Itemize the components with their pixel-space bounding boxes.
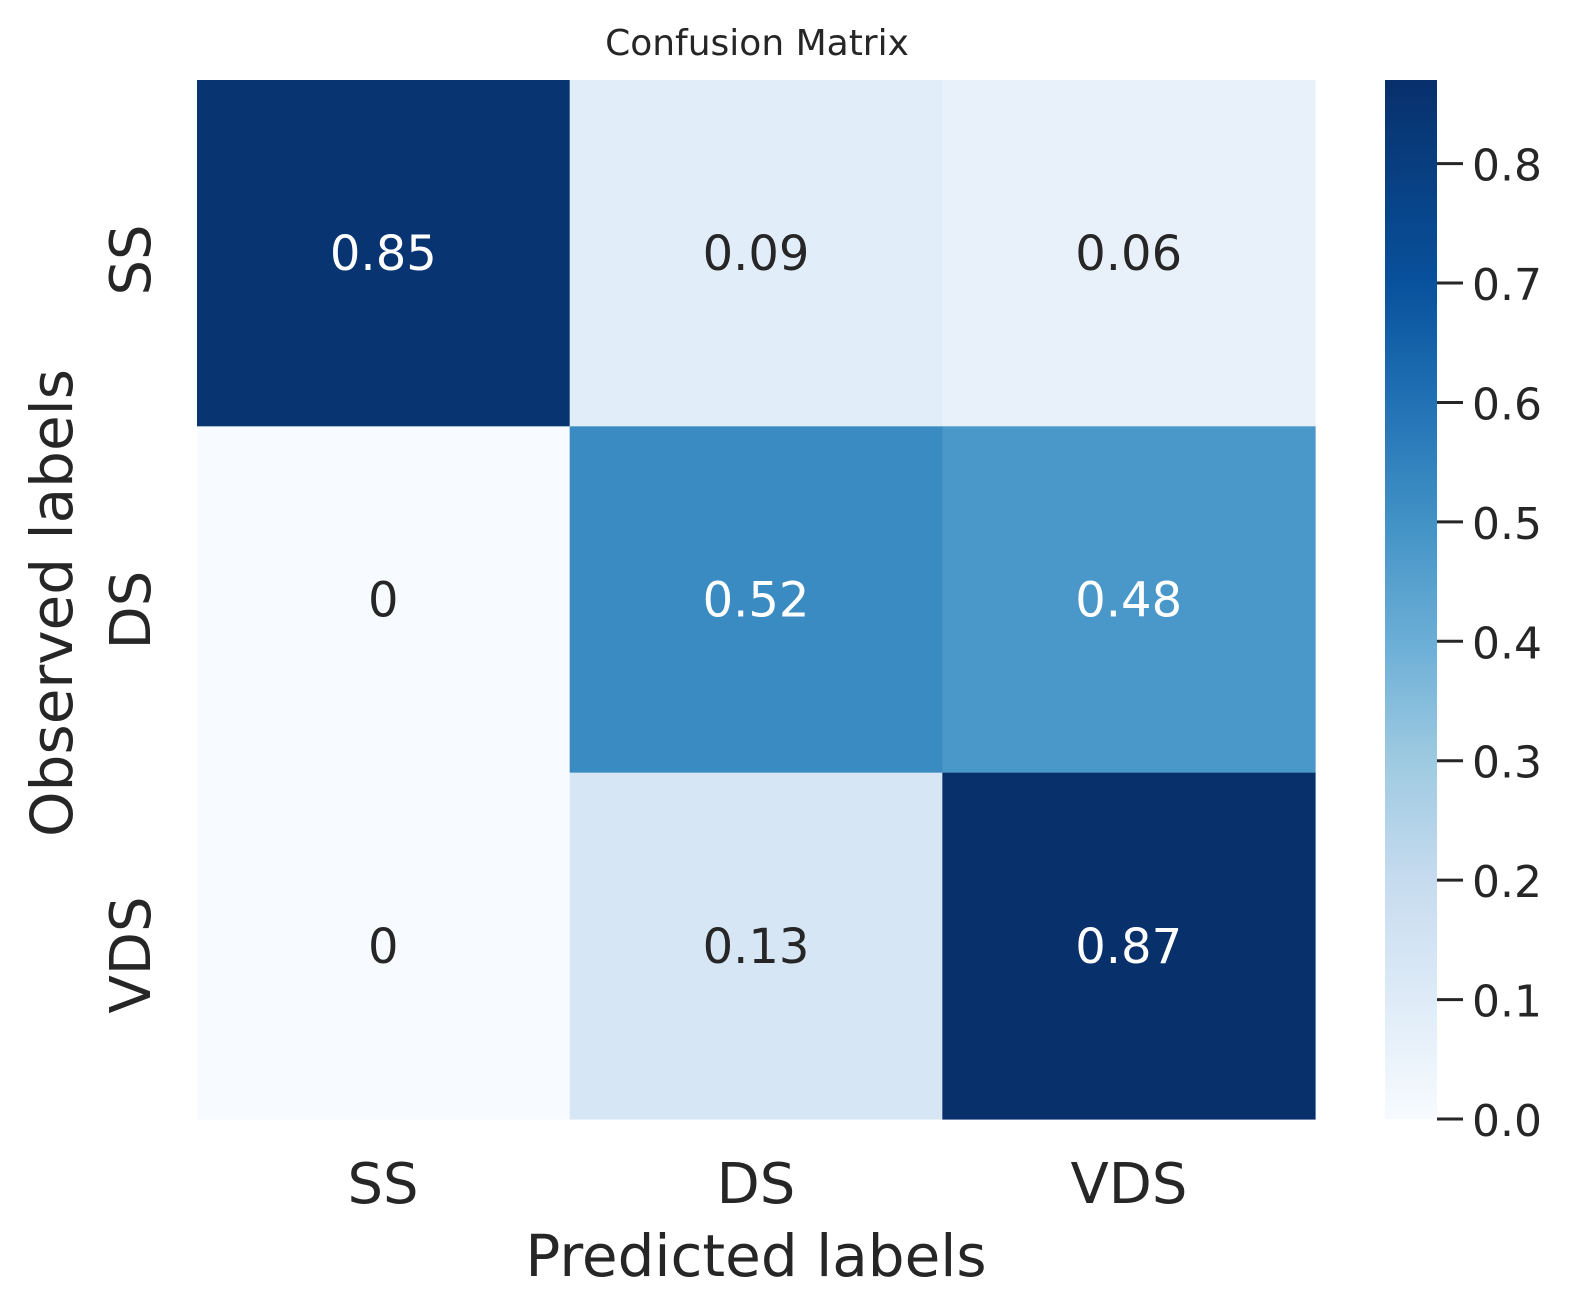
colorbar-tick-label: 0.6 [1472, 379, 1542, 430]
colorbar-tick-label: 0.3 [1472, 738, 1542, 789]
x-tick-label-vds: VDS [1071, 1152, 1188, 1217]
colorbar [1385, 80, 1437, 1119]
colorbar-ticks: 0.0 0.1 0.2 0.3 0.4 0.5 0.6 0.7 0.8 [1437, 141, 1542, 1147]
heatmap-cell-ss-ds [569, 80, 943, 427]
x-axis-label: Predicted labels [525, 1222, 986, 1290]
heatmap-cells [197, 80, 1316, 1120]
colorbar-tick-label: 0.7 [1472, 260, 1542, 311]
heatmap-cell-labels: 0.85 0.09 0.06 0 0.52 0.48 0 0.13 0.87 [330, 226, 1182, 975]
y-tick-label-vds: VDS [99, 897, 164, 1014]
heatmap-cell-vds-vds [942, 772, 1316, 1120]
cell-label-vds-ds: 0.13 [703, 919, 810, 975]
cell-label-ds-vds: 0.48 [1075, 572, 1182, 628]
heatmap-cell-vds-ss [197, 772, 571, 1120]
cell-label-vds-ss: 0 [368, 919, 399, 975]
x-tick-labels: SS DS VDS [347, 1152, 1187, 1217]
colorbar-tick-label: 0.0 [1472, 1096, 1542, 1147]
cell-label-ds-ss: 0 [368, 572, 399, 628]
cell-label-ss-ss: 0.85 [330, 226, 437, 282]
y-tick-labels: SS DS VDS [99, 224, 164, 1013]
x-tick-label-ds: DS [717, 1152, 796, 1217]
colorbar-tick-label: 0.5 [1472, 499, 1542, 550]
cell-label-ds-ds: 0.52 [703, 572, 810, 628]
chart-title: Confusion Matrix [605, 23, 909, 64]
y-tick-label-ds: DS [99, 571, 164, 650]
cell-label-ss-ds: 0.09 [703, 226, 810, 282]
cell-label-vds-vds: 0.87 [1075, 919, 1182, 975]
y-axis-label: Observed labels [18, 369, 86, 837]
heatmap-cell-ss-vds [942, 80, 1316, 427]
heatmap-cell-ds-ds [569, 426, 943, 774]
colorbar-tick-label: 0.1 [1472, 977, 1542, 1028]
colorbar-tick-label: 0.2 [1472, 857, 1542, 908]
x-tick-label-ss: SS [347, 1152, 418, 1217]
y-tick-label-ss: SS [99, 224, 164, 295]
heatmap-cell-vds-ds [569, 772, 943, 1120]
colorbar-tick-label: 0.8 [1472, 141, 1542, 192]
colorbar-tick-label: 0.4 [1472, 618, 1542, 669]
heatmap-cell-ds-vds [942, 426, 1316, 774]
heatmap-cell-ds-ss [197, 426, 571, 774]
heatmap-cell-ss-ss [197, 80, 571, 427]
cell-label-ss-vds: 0.06 [1075, 226, 1182, 282]
